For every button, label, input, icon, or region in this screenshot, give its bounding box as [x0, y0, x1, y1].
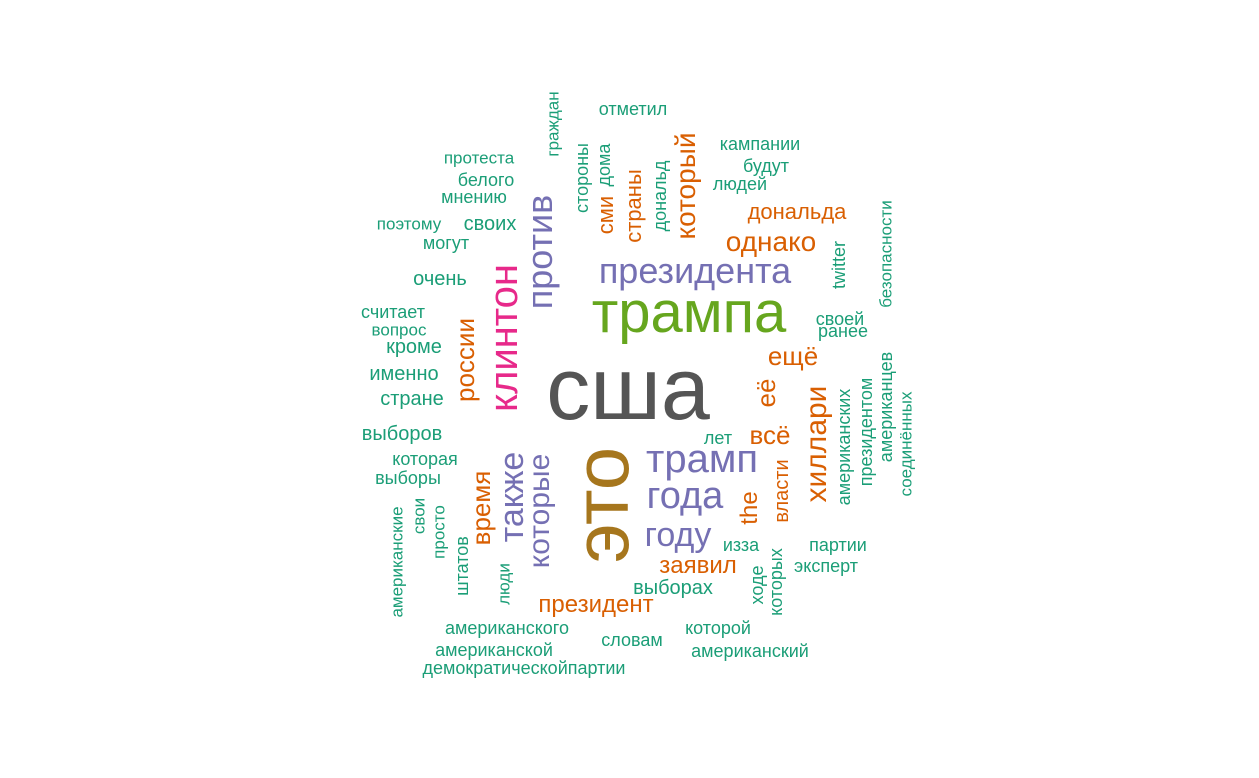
cloud-word: белого — [457, 170, 515, 190]
cloud-word: штатов — [452, 536, 472, 596]
cloud-word: трампа — [591, 280, 787, 345]
cloud-word: своей — [815, 309, 865, 329]
cloud-word: однако — [725, 226, 817, 257]
cloud-word: страны — [621, 169, 646, 243]
cloud-word: изза — [722, 535, 760, 555]
cloud-word: свои — [409, 497, 429, 535]
cloud-word: безопасности — [876, 200, 896, 308]
cloud-word: которых — [766, 548, 786, 616]
cloud-word: который — [670, 132, 701, 240]
cloud-word: американской — [435, 640, 553, 660]
cloud-word: трамп — [646, 437, 758, 481]
cloud-word: кроме — [386, 336, 442, 358]
cloud-word: кампании — [719, 134, 801, 154]
cloud-word: просто — [429, 505, 449, 559]
cloud-word: вопрос — [371, 320, 427, 340]
cloud-word: выборы — [375, 468, 441, 488]
cloud-word: словам — [601, 630, 663, 650]
cloud-word: протеста — [443, 148, 515, 168]
cloud-word: своих — [463, 213, 517, 235]
cloud-word: мнению — [441, 187, 507, 207]
cloud-word: её — [751, 378, 781, 408]
cloud-word: стране — [380, 388, 444, 410]
cloud-word: людей — [712, 174, 768, 194]
cloud-word: россии — [450, 318, 480, 402]
cloud-word: сша — [546, 339, 710, 438]
cloud-word: заявил — [659, 552, 737, 579]
cloud-word: президентом — [856, 377, 876, 487]
cloud-word: граждан — [543, 91, 563, 157]
cloud-word: власти — [771, 459, 793, 523]
cloud-word: люди — [494, 563, 514, 605]
cloud-word: против — [519, 194, 560, 310]
cloud-word: ходе — [747, 565, 767, 605]
cloud-word: американцев — [876, 351, 896, 463]
cloud-word: соединённых — [896, 391, 916, 497]
cloud-word: ранее — [818, 321, 868, 341]
cloud-word: дональда — [747, 199, 847, 224]
cloud-word: американских — [834, 388, 854, 506]
cloud-word: twitter — [829, 240, 849, 290]
cloud-word: клинтон — [482, 264, 526, 412]
cloud-word: будут — [742, 156, 790, 176]
cloud-word: считает — [361, 302, 425, 322]
cloud-word: дональд — [650, 160, 670, 232]
cloud-word: американские — [387, 506, 407, 618]
cloud-word: the — [736, 491, 763, 525]
cloud-word: хиллари — [800, 385, 833, 503]
cloud-word: президента — [598, 250, 792, 291]
cloud-word: ещё — [767, 341, 819, 371]
cloud-word: американский — [691, 641, 809, 661]
cloud-word: очень — [413, 268, 467, 290]
cloud-word: эксперт — [794, 556, 858, 576]
cloud-word: всё — [749, 420, 791, 450]
cloud-word: партии — [809, 535, 867, 555]
cloud-word: поэтому — [376, 214, 442, 234]
cloud-word: выборах — [633, 577, 713, 599]
cloud-word: демократическойпартии — [422, 658, 626, 678]
cloud-word: время — [466, 470, 496, 546]
cloud-word: которая — [392, 449, 458, 469]
cloud-word: выборов — [361, 423, 443, 445]
cloud-word: году — [644, 516, 712, 554]
cloud-word: отметил — [598, 99, 668, 119]
cloud-word: стороны — [572, 143, 592, 213]
cloud-word: это — [557, 446, 645, 564]
cloud-word: американского — [445, 618, 569, 638]
cloud-word: лет — [703, 428, 733, 448]
cloud-word: которой — [685, 618, 751, 638]
cloud-word: могут — [422, 233, 470, 253]
cloud-word: именно — [369, 363, 439, 385]
cloud-word: дома — [594, 143, 614, 187]
cloud-word: сми — [593, 195, 618, 235]
cloud-word: которые — [523, 453, 556, 569]
cloud-word: президент — [538, 591, 654, 618]
cloud-word: года — [646, 475, 724, 517]
